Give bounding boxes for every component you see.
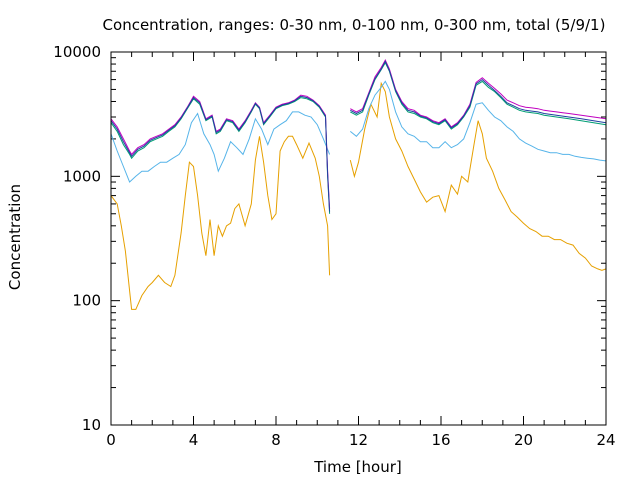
x-axis-label: Time [hour] bbox=[313, 458, 402, 476]
plot-frame bbox=[110, 51, 607, 426]
series-line-3 bbox=[350, 61, 607, 130]
x-tick-label: 24 bbox=[596, 431, 615, 449]
y-tick-label: 10 bbox=[82, 416, 101, 434]
series-line-5 bbox=[110, 95, 331, 212]
x-tick-label: 12 bbox=[349, 431, 368, 449]
plot-lines bbox=[110, 58, 607, 310]
series-line-2 bbox=[349, 80, 607, 162]
series-line-1 bbox=[110, 135, 331, 310]
x-tick-label: 8 bbox=[271, 431, 281, 449]
y-axis-label: Concentration bbox=[6, 184, 24, 290]
series-line-1 bbox=[349, 81, 607, 271]
y-tick-label: 10000 bbox=[53, 43, 101, 61]
series-line-2 bbox=[110, 111, 331, 183]
chart-title: Concentration, ranges: 0-30 nm, 0-100 nm… bbox=[103, 16, 606, 34]
x-tick-label: 0 bbox=[106, 431, 116, 449]
y-tick-label: 100 bbox=[72, 292, 101, 310]
x-tick-label: 16 bbox=[431, 431, 450, 449]
series-line-5 bbox=[350, 60, 607, 129]
series-line-4 bbox=[110, 94, 331, 209]
series-line-3 bbox=[110, 97, 331, 214]
x-tick-label: 20 bbox=[514, 431, 533, 449]
x-tick-label: 4 bbox=[189, 431, 199, 449]
series-line-4 bbox=[350, 58, 607, 128]
y-tick-label: 1000 bbox=[63, 167, 101, 185]
y-axis-ticks: 10 100 1000 10000 bbox=[53, 43, 606, 434]
